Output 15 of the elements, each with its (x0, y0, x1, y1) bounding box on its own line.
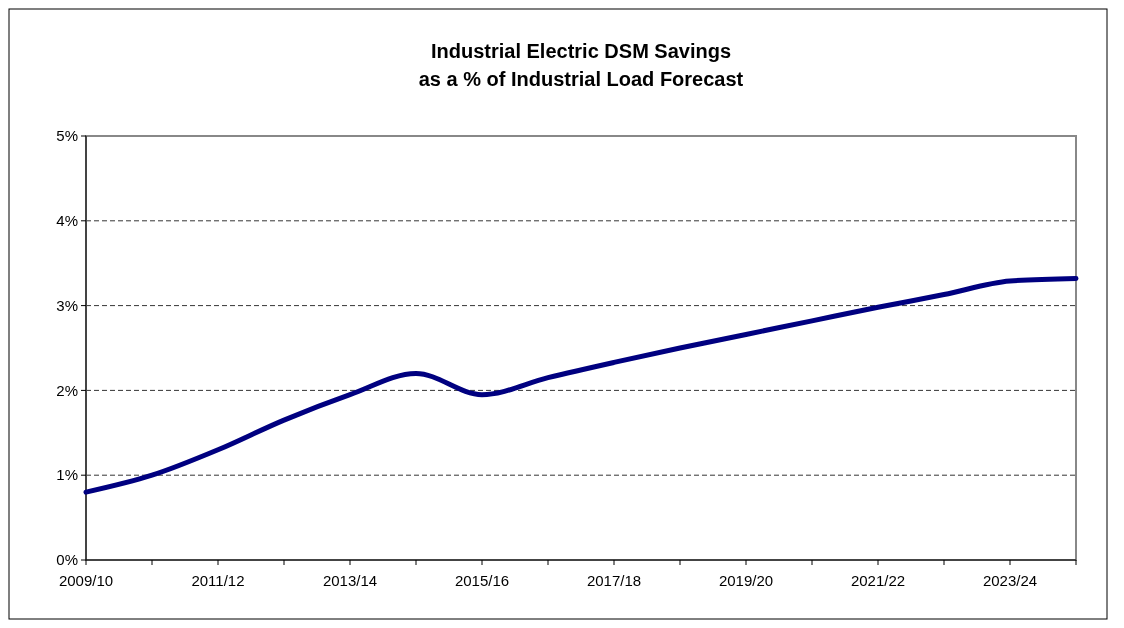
x-tick-label: 2017/18 (586, 572, 642, 589)
y-tick-label: 4% (56, 212, 78, 230)
x-tick-label: 2023/24 (982, 572, 1038, 589)
x-tick-label: 2015/16 (454, 572, 510, 589)
x-tick-label: 2019/20 (718, 572, 774, 589)
x-tick-label: 2011/12 (191, 572, 245, 589)
x-tick-label: 2013/14 (322, 572, 378, 589)
chart-title: Industrial Electric DSM Savings as a % of Industrial Load Forecast (418, 40, 744, 90)
x-tick-label: 2009/10 (58, 572, 114, 589)
y-tick-label: 0% (56, 551, 78, 569)
y-tick-label: 1% (56, 466, 78, 484)
y-tick-label: 2% (56, 381, 78, 399)
y-tick-label: 5% (56, 127, 78, 145)
x-tick-label: 2021/22 (850, 572, 906, 589)
y-tick-label: 3% (56, 296, 78, 314)
